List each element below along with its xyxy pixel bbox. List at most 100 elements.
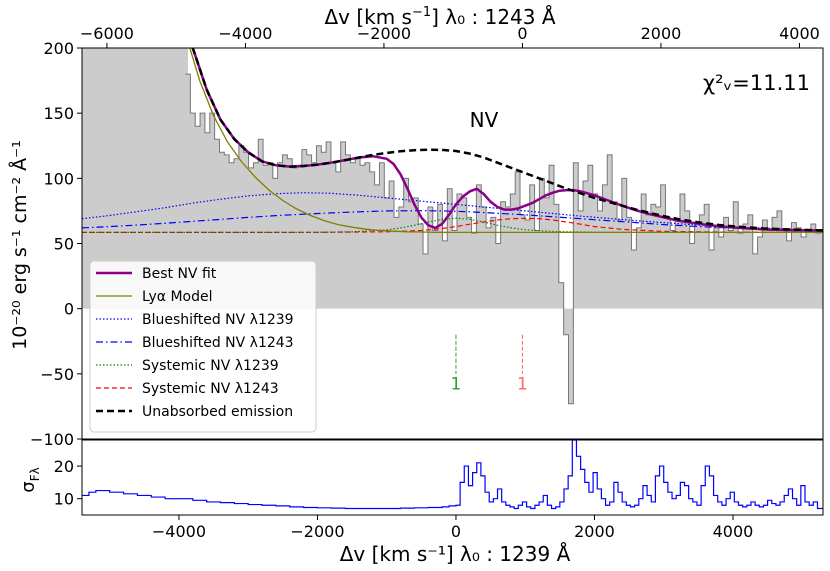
- spectrum-bar: [190, 113, 196, 309]
- series-systemic-nv-1239: [82, 217, 823, 233]
- spectrum-bar: [655, 207, 662, 309]
- main-y-axis-label: 10⁻²⁰ erg s⁻¹ cm⁻² Å⁻¹: [8, 140, 31, 350]
- nv-line-label: NV: [470, 108, 499, 132]
- spectrum-bar: [287, 158, 293, 309]
- spectrum-bar: [539, 178, 545, 309]
- spectrum-bar: [486, 227, 492, 309]
- error-y-tick-label: 10: [54, 490, 74, 509]
- spectrum-bar: [612, 201, 618, 309]
- spectrum-bar: [597, 210, 603, 309]
- spectrum-bar: [195, 126, 201, 309]
- spectrum-bar: [379, 162, 385, 309]
- spectrum-bar: [558, 282, 565, 309]
- series-best-nv-fit: [191, 48, 823, 232]
- bottom-x-axis-label: Δv [km s⁻¹] λ₀ : 1239 Å: [340, 542, 571, 566]
- top-x-tick-label: −4000: [218, 24, 272, 43]
- bottom-x-tick-label: −4000: [152, 522, 206, 541]
- spectrum-bar: [432, 230, 439, 309]
- spectrum-bar: [490, 217, 497, 309]
- legend-label: Systemic NV λ1239: [142, 358, 279, 374]
- spectrum-bar: [641, 193, 647, 309]
- spectrum-bar: [772, 217, 778, 309]
- bottom-x-axis: −4000 −2000 0 2000 4000: [152, 515, 753, 541]
- spectrum-bar: [529, 184, 535, 309]
- error-plot-frame: [81, 439, 824, 516]
- spectrum-bar: [360, 165, 366, 309]
- top-x-tick-label: 0: [517, 24, 527, 43]
- spectrum-bar: [204, 132, 211, 309]
- spectrum-bar: [447, 188, 453, 309]
- y-tick-label: 0: [64, 300, 74, 319]
- spectrum-bar: [718, 236, 725, 309]
- top-x-tick-label: 4000: [779, 24, 820, 43]
- spectrum-bar: [743, 223, 749, 309]
- legend-label: Best NV fit: [142, 266, 217, 282]
- spectrum-bar: [234, 158, 240, 309]
- y-tick-label: −100: [30, 430, 74, 449]
- main-y-axis: 200 150 100 50 0 −50 −100: [30, 39, 82, 449]
- spectrum-bar: [675, 220, 681, 309]
- spectrum-bar: [471, 233, 477, 309]
- spectrum-bar: [704, 204, 710, 309]
- spectrum-bar: [243, 152, 249, 309]
- spectrum-bar: [238, 145, 245, 309]
- bottom-x-tick-label: −2000: [290, 522, 344, 541]
- spectrum-bar: [495, 243, 502, 309]
- systemic-marker-label: 1: [451, 374, 462, 394]
- spectrum-bar: [418, 223, 424, 309]
- spectrum-bar: [398, 207, 405, 309]
- error-y-tick-label: 20: [54, 457, 74, 476]
- spectrum-bar: [214, 139, 220, 309]
- legend-label: Systemic NV λ1243: [142, 381, 279, 397]
- spectrum-bar: [524, 220, 531, 309]
- y-tick-label: 50: [54, 235, 74, 254]
- spectrum-bar: [393, 217, 400, 309]
- spectrum-bar: [326, 141, 332, 309]
- spectrum-bar: [292, 167, 298, 309]
- spectrum-bar: [568, 308, 574, 404]
- spectrum-bar: [815, 233, 821, 309]
- spectrum-bar: [384, 197, 390, 309]
- bottom-x-tick-label: 2000: [574, 522, 615, 541]
- legend: Best NV fit Lyα Model Blueshifted NV λ1239…: [89, 260, 317, 433]
- spectrum-bar: [723, 217, 729, 309]
- spectrum-bar: [369, 171, 375, 309]
- spectrum-bar: [263, 165, 269, 309]
- spectrum-bar: [403, 178, 409, 309]
- bottom-x-tick-label: 0: [451, 522, 461, 541]
- spectrum-bar: [481, 207, 487, 309]
- spectrum-bar: [427, 207, 434, 309]
- spectrum-bar: [636, 227, 642, 309]
- spectrum-bar: [728, 230, 734, 309]
- error-y-axis-label: σFλ: [18, 467, 42, 492]
- spectrum-bar: [776, 210, 783, 309]
- systemic-marker-label: 1: [517, 374, 528, 394]
- legend-label: Blueshifted NV λ1243: [142, 335, 294, 351]
- model-curves: [82, 48, 823, 234]
- spectrum-bar: [626, 217, 632, 309]
- spectrum-bar: [301, 149, 308, 309]
- spectrum-bar: [631, 250, 637, 309]
- spectrum-bar: [738, 233, 744, 309]
- top-x-axis: −6000 −4000 −2000 0 2000 4000: [80, 24, 820, 48]
- spectrum-bar: [621, 178, 628, 309]
- spectrum-bar: [350, 162, 356, 309]
- legend-label: Unabsorbed emission: [142, 404, 293, 420]
- spectrum-bar: [781, 230, 788, 309]
- spectrum-bar: [578, 210, 584, 309]
- spectrum-bar: [185, 74, 191, 309]
- spectrum-bar: [267, 162, 274, 309]
- spectrum-bar: [316, 145, 322, 309]
- spectrum-bar: [364, 162, 371, 309]
- spectrum-bar: [553, 204, 560, 309]
- y-tick-label: −50: [40, 365, 74, 384]
- spectrum-bar: [660, 184, 666, 309]
- spectrum-bar: [544, 197, 550, 309]
- spectrum-bar: [224, 154, 230, 309]
- series-blueshifted-nv-1243: [82, 210, 823, 231]
- chi-squared-label: χ²ᵥ=11.11: [703, 71, 810, 95]
- legend-box: [89, 260, 317, 433]
